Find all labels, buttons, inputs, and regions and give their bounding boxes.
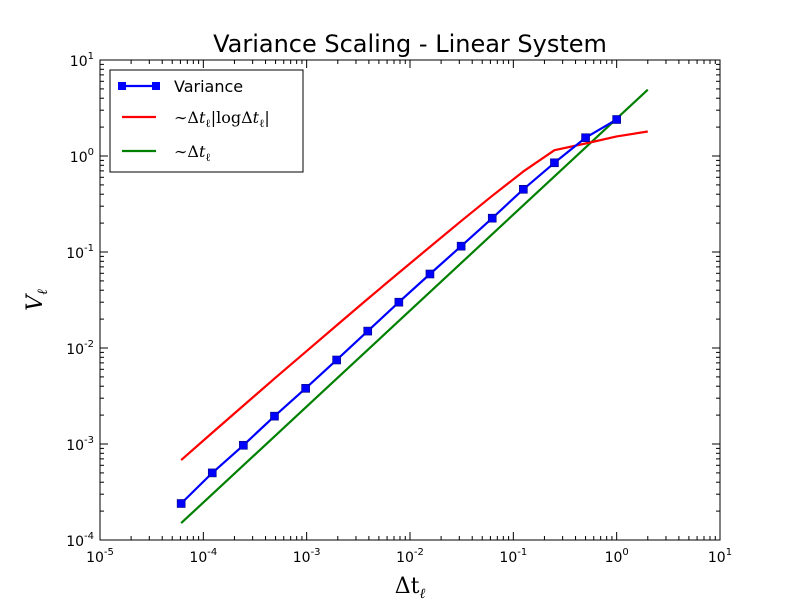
- legend-label: ∼Δtℓ: [174, 142, 211, 164]
- ticks-layer: [99, 59, 721, 541]
- y-tick-label: 10-3: [66, 435, 94, 454]
- x-tick-label: 10-2: [396, 547, 424, 566]
- x-tick-label: 10-1: [499, 547, 527, 566]
- x-tick-label: 101: [708, 547, 732, 566]
- series-dt-log-dt: [180, 130, 648, 461]
- x-tick-label: 10-4: [189, 547, 217, 566]
- y-tick-label: 101: [70, 51, 94, 70]
- series-variance: [176, 115, 621, 508]
- data-point: [581, 133, 590, 143]
- x-tick-label: 10-5: [86, 547, 114, 566]
- y-tick-label: 10-2: [66, 339, 94, 358]
- y-axis-label: Vℓ: [23, 289, 51, 311]
- data-point: [332, 355, 341, 365]
- data-point: [487, 213, 497, 223]
- data-point: [176, 499, 186, 508]
- legend-entry: ∼Δtℓ: [122, 142, 211, 164]
- data-point: [301, 384, 310, 393]
- x-tick-labels: 10-5 10-4 10-3 10-2 10-1 100 101: [86, 547, 732, 566]
- x-axis-label: Δtℓ: [395, 574, 426, 600]
- data-point: [456, 241, 466, 251]
- data-point: [612, 115, 621, 124]
- legend-marker: [152, 82, 160, 90]
- legend-label: ∼Δtℓ|logΔtℓ|: [174, 108, 270, 130]
- series-dt: [180, 88, 649, 524]
- x-axis-label-main: Δt: [395, 574, 420, 599]
- data-point: [207, 468, 217, 478]
- data-point: [394, 297, 404, 307]
- x-axis-label-sub: ℓ: [419, 586, 425, 600]
- legend-entry: Variance: [118, 77, 243, 96]
- data-point: [519, 184, 528, 194]
- legend: Variance ∼Δtℓ|logΔtℓ| ∼Δtℓ: [109, 69, 304, 173]
- series-line: [180, 88, 649, 524]
- series-line: [180, 130, 648, 461]
- data-point: [425, 269, 435, 279]
- x-tick-label: 10-3: [293, 547, 321, 566]
- legend-marker: [118, 82, 126, 90]
- data-point: [270, 411, 279, 421]
- y-axis-label-sub: ℓ: [35, 289, 51, 295]
- plot-area: [99, 59, 721, 541]
- legend-entry: ∼Δtℓ|logΔtℓ|: [122, 108, 270, 130]
- legend-label: Variance: [174, 77, 243, 96]
- y-tick-labels: 10-4 10-3 10-2 10-1 100 101: [66, 51, 94, 550]
- y-tick-label: 10-4: [66, 531, 94, 550]
- x-tick-label: 100: [605, 547, 629, 566]
- data-point: [363, 326, 373, 336]
- y-axis-label-main: V: [23, 293, 48, 311]
- y-tick-label: 100: [70, 147, 94, 166]
- data-point: [239, 440, 248, 450]
- series-layer: [176, 88, 649, 524]
- chart-title: Variance Scaling - Linear System: [213, 30, 607, 58]
- y-tick-label: 10-1: [66, 243, 94, 262]
- legend-entries: Variance ∼Δtℓ|logΔtℓ| ∼Δtℓ: [118, 77, 270, 164]
- data-point: [550, 158, 559, 168]
